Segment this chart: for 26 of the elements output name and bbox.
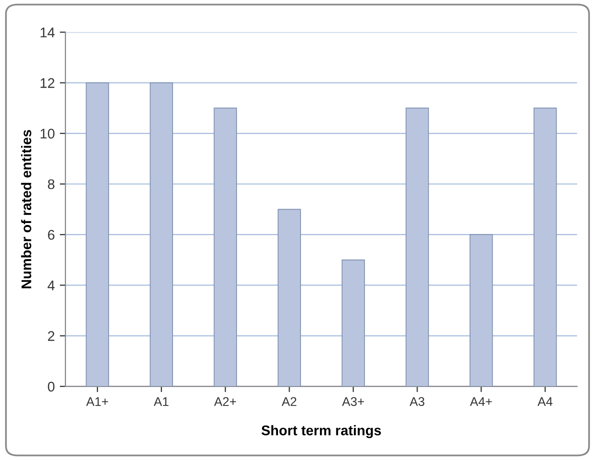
y-tick-label: 4 <box>48 280 55 290</box>
x-tick-label: A4 <box>538 397 552 406</box>
x-tick-label: A3 <box>410 397 424 406</box>
x-tick-label: A1+ <box>86 397 108 406</box>
bar <box>534 108 557 386</box>
x-tick-label: A2 <box>282 397 296 406</box>
x-tick-label: A2+ <box>214 397 236 406</box>
bar <box>214 108 237 386</box>
y-tick-label: 10 <box>40 128 54 139</box>
y-tick-label: 2 <box>48 331 54 341</box>
bar <box>470 234 493 386</box>
y-axis-title: Number of rated entities <box>21 130 32 288</box>
bar <box>406 108 429 386</box>
y-tick-label: 0 <box>48 382 54 392</box>
x-tick-label: A1 <box>154 397 168 406</box>
bar <box>342 259 365 386</box>
y-tick-label: 14 <box>40 28 55 38</box>
y-tick-label: 6 <box>48 230 54 240</box>
bar <box>86 82 110 386</box>
x-tick-label: A4+ <box>470 397 492 406</box>
x-tick-label: A3+ <box>342 397 364 406</box>
y-tick-label: 12 <box>40 78 54 88</box>
bar <box>150 82 174 386</box>
bar <box>278 208 301 386</box>
x-axis-title: Short term ratings <box>262 425 381 438</box>
y-tick-label: 8 <box>48 179 54 190</box>
